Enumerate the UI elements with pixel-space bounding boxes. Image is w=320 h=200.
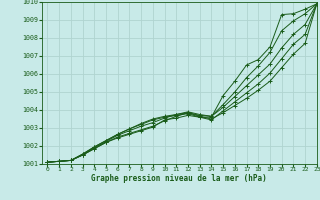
X-axis label: Graphe pression niveau de la mer (hPa): Graphe pression niveau de la mer (hPa) (91, 174, 267, 183)
